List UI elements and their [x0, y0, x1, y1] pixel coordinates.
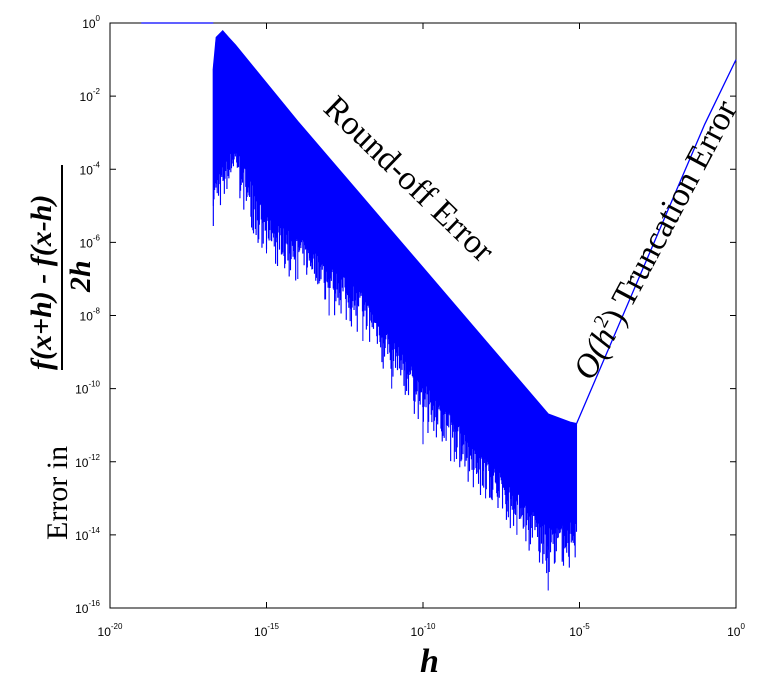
y-axis-label-numerator: f(x+h) - f(x-h): [25, 195, 58, 370]
y-tick-label: 10-8: [80, 307, 101, 324]
y-axis-label-prefix: Error in: [41, 446, 74, 540]
data-series: [141, 22, 737, 591]
x-tick-label: 10-20: [98, 622, 123, 639]
x-tick-label: 100: [727, 622, 745, 639]
x-tick-label: 10-10: [411, 622, 436, 639]
axis-ticks: 10-20 10-15 10-10 10-5 100 10-16 10-14 10-12 10-…: [75, 14, 745, 639]
y-tick-label: 10-2: [80, 87, 101, 104]
y-tick-label: 10-6: [80, 233, 101, 250]
x-axis-label: h: [420, 643, 439, 680]
y-tick-label: 100: [82, 14, 100, 31]
truncation-line: [575, 59, 737, 424]
y-axis-label-denominator: 2h: [64, 260, 97, 293]
y-tick-label: 10-16: [75, 599, 100, 616]
y-axis-label: Error in f(x+h) - f(x-h) 2h: [25, 165, 97, 540]
y-tick-label: 10-12: [75, 453, 100, 470]
x-tick-label: 10-15: [254, 622, 279, 639]
x-tick-label: 10-5: [569, 622, 590, 639]
y-tick-label: 10-4: [80, 160, 101, 177]
y-tick-label: 10-14: [75, 526, 100, 543]
y-tick-label: 10-10: [75, 380, 100, 397]
